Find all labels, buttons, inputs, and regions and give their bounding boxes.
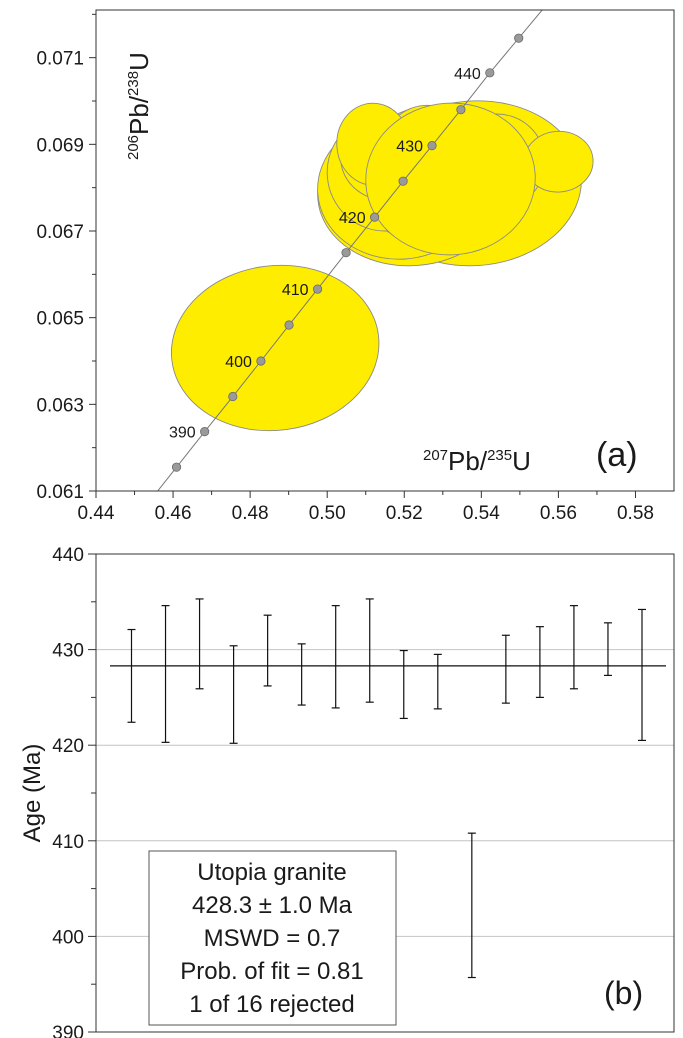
panel-a-label: (a) <box>596 436 638 474</box>
x-axis-label: 207Pb/235U <box>423 446 531 476</box>
x-tick-label: 0.48 <box>232 503 269 524</box>
y-tick-label: 0.071 <box>36 49 84 70</box>
annotation-age: 428.3 ± 1.0 Ma <box>192 892 353 919</box>
x-tick-label: 0.46 <box>155 503 192 524</box>
concordia-point-420 <box>369 212 380 222</box>
age-error-bar <box>229 645 238 744</box>
y-tick-label: 0.063 <box>36 395 84 416</box>
annotation-sample-name: Utopia granite <box>197 859 346 886</box>
x-label-sup-207: 207 <box>423 447 448 464</box>
y-axis-label: 206Pb/238U <box>124 52 154 160</box>
age-error-bar <box>195 598 204 690</box>
y-tick-label: 0.067 <box>36 222 84 243</box>
x-axis-ticks: 0.44 0.46 0.48 0.50 0.52 0.54 0.56 0.58 <box>78 491 654 524</box>
age-tick-label: 400 <box>52 927 84 948</box>
y-axis-ticks: 0.061 0.063 0.065 0.067 0.069 0.071 <box>36 13 96 503</box>
concordia-point-405 <box>284 320 294 330</box>
y-tick-label: 0.061 <box>36 482 84 503</box>
age-label-400: 400 <box>225 354 252 371</box>
x-label-base: Pb/ <box>448 446 488 476</box>
x-tick-label: 0.52 <box>386 503 423 524</box>
age-tick-label: 420 <box>52 736 84 757</box>
concordia-points <box>171 33 524 472</box>
x-tick-label: 0.58 <box>617 503 654 524</box>
age-error-bars <box>127 598 646 979</box>
concordia-point-400 <box>256 356 266 366</box>
panel-b-label: (b) <box>604 975 643 1011</box>
age-label-390: 390 <box>169 425 196 442</box>
concordia-point-390 <box>200 427 210 437</box>
x-tick-label: 0.56 <box>540 503 577 524</box>
y-tick-label: 0.065 <box>36 309 84 330</box>
concordia-plot-frame <box>95 9 675 492</box>
y-tick-label: 0.069 <box>36 135 84 156</box>
age-tick-label: 430 <box>52 641 84 662</box>
age-error-bar <box>569 605 578 690</box>
annotation-rejected: 1 of 16 rejected <box>189 991 354 1018</box>
annotation-box <box>148 850 397 1026</box>
result-annotation: Utopia granite 428.3 ± 1.0 Ma MSWD = 0.7… <box>148 850 397 1026</box>
age-error-bar <box>535 626 544 699</box>
x-tick-label: 0.50 <box>309 503 346 524</box>
concordia-point-435 <box>456 105 466 115</box>
age-error-bar <box>638 608 646 742</box>
concordia-age-labels: 390 400 410 420 430 440 <box>169 66 481 442</box>
age-error-bar <box>161 605 170 743</box>
x-label-tail: U <box>512 446 531 476</box>
annotation-prob-fit: Prob. of fit = 0.81 <box>180 958 363 985</box>
age-error-bar <box>603 622 612 677</box>
concordia-point-425 <box>398 176 408 186</box>
age-tick-label: 440 <box>52 545 84 566</box>
y-label-sup-206: 206 <box>125 135 142 160</box>
age-error-bar <box>127 628 136 723</box>
age-error-bar <box>433 653 442 710</box>
x-tick-label: 0.54 <box>463 503 500 524</box>
y-label-base: Pb/ <box>124 95 154 135</box>
concordia-point-445 <box>514 33 524 43</box>
concordia-point-395 <box>228 391 238 402</box>
x-label-sup-235: 235 <box>487 447 512 464</box>
age-label-420: 420 <box>339 210 366 227</box>
y-label-sup-238: 238 <box>125 71 142 96</box>
concordia-point-385 <box>171 462 182 472</box>
age-error-bar <box>399 649 408 720</box>
concordia-point-415 <box>341 248 351 258</box>
age-y-axis-ticks: 390 400 410 420 430 440 <box>52 545 96 1038</box>
error-ellipse-16 <box>365 102 536 256</box>
age-label-410: 410 <box>282 282 309 299</box>
concordia-point-440 <box>485 68 495 78</box>
age-label-440: 440 <box>454 66 481 83</box>
age-error-bar <box>501 634 510 704</box>
concordia-point-410 <box>312 284 323 294</box>
error-ellipse-1 <box>170 264 380 432</box>
age-tick-label: 410 <box>52 832 84 853</box>
annotation-mswd: MSWD = 0.7 <box>204 925 341 952</box>
error-ellipses <box>170 100 594 432</box>
y-label-tail: U <box>124 52 154 71</box>
age-error-bar <box>365 598 374 703</box>
x-tick-label: 0.44 <box>78 503 115 524</box>
concordia-point-430 <box>427 141 437 151</box>
age-error-bar-rejected <box>467 832 476 979</box>
age-error-bar <box>331 605 340 709</box>
age-error-bar <box>297 643 306 706</box>
age-tick-label: 390 <box>52 1023 84 1038</box>
age-error-bar <box>263 614 272 687</box>
age-y-axis-label: Age (Ma) <box>19 744 46 843</box>
age-panel: 390 400 410 420 430 440 Age (Ma) Utopia grani… <box>19 545 675 1038</box>
age-label-430: 430 <box>396 139 423 156</box>
